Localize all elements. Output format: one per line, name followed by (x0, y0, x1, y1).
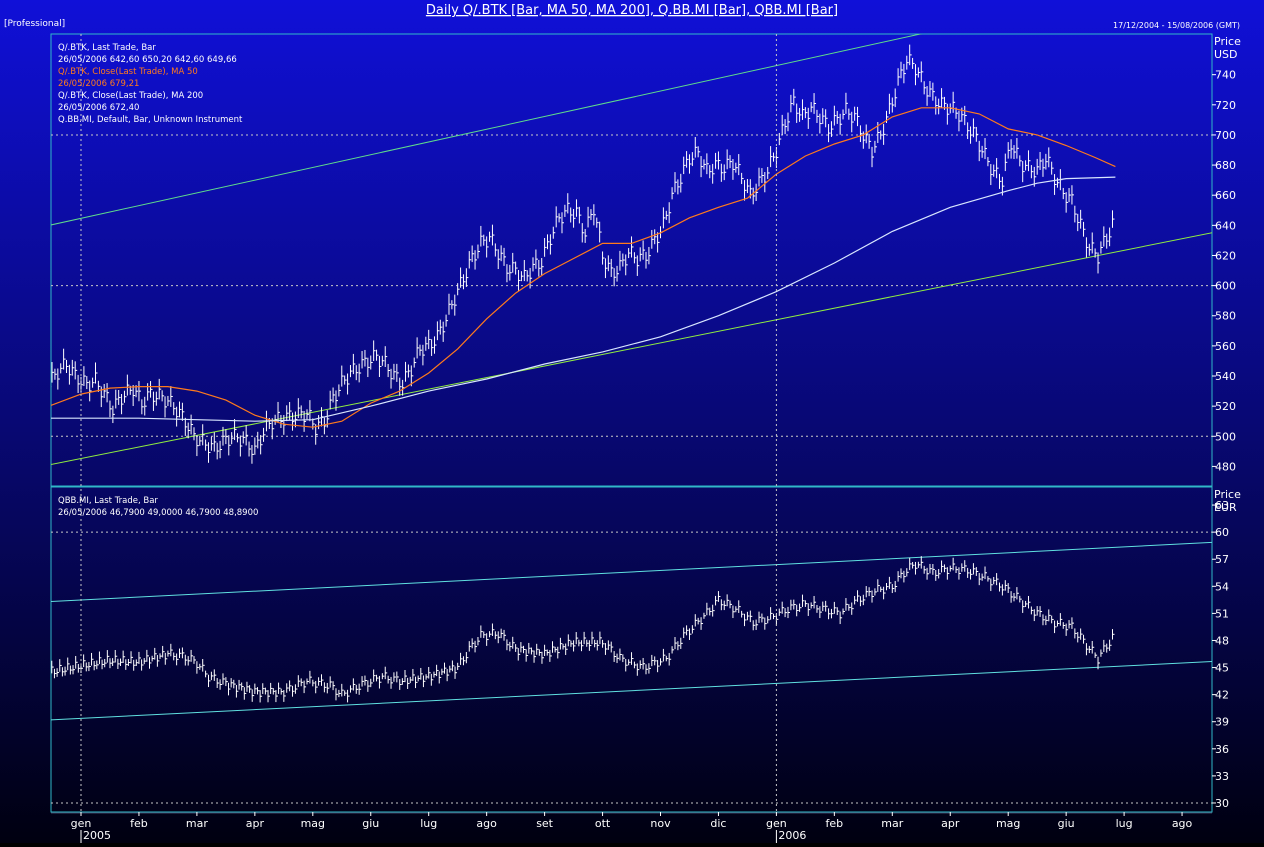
x-tick-label: apr (941, 817, 960, 830)
upper-legend-line: Q.BB.MI, Default, Bar, Unknown Instrumen… (58, 115, 243, 125)
upper-axis-title: USD (1214, 48, 1238, 61)
upper-legend-line: 26/05/2006 642,60 650,20 642,60 649,66 (58, 55, 237, 65)
lower-y-tick-label: 33 (1215, 770, 1229, 783)
upper-y-tick-label: 660 (1215, 189, 1236, 202)
x-tick-label: lug (420, 817, 437, 830)
lower-y-tick-label: 42 (1215, 689, 1229, 702)
professional-badge: [Professional] (4, 19, 65, 29)
upper-y-tick-label: 680 (1215, 159, 1236, 172)
x-tick-label: apr (246, 817, 265, 830)
lower-legend-line: QBB.MI, Last Trade, Bar (58, 496, 158, 506)
x-tick-label: mag (301, 817, 325, 830)
x-tick-label: feb (826, 817, 844, 830)
upper-panel-frame (50, 33, 1213, 487)
upper-y-tick-label: 600 (1215, 280, 1236, 293)
upper-y-tick-label: 520 (1215, 400, 1236, 413)
x-tick-label: set (536, 817, 553, 830)
upper-legend-line: Q/.BTK, Close(Last Trade), MA 50 (58, 67, 198, 77)
x-tick-label: mar (881, 817, 903, 830)
lower-axis-title: Price (1214, 488, 1241, 501)
lower-y-tick-label: 57 (1215, 553, 1229, 566)
lower-trendline (51, 541, 1212, 603)
x-tick-label: gen (766, 817, 787, 830)
lower-y-tick-label: 48 (1215, 634, 1229, 647)
ma50-line (51, 107, 1116, 428)
x-tick-label: ago (1172, 817, 1193, 830)
upper-y-tick-label: 740 (1215, 69, 1236, 82)
upper-y-tick-label: 560 (1215, 340, 1236, 353)
lower-y-tick-label: 63 (1215, 499, 1229, 512)
upper-trendline (51, 232, 1212, 466)
x-tick-label: feb (130, 817, 148, 830)
lower-legend-line: 26/05/2006 46,7900 49,0000 46,7900 48,89… (58, 508, 258, 518)
upper-legend-line: 26/05/2006 679,21 (58, 79, 139, 89)
x-tick-label: giu (362, 817, 379, 830)
x-tick-label: lug (1116, 817, 1133, 830)
lower-trendline (51, 661, 1212, 721)
lower-y-tick-label: 30 (1215, 797, 1229, 810)
lower-axis-title: EUR (1214, 501, 1237, 514)
upper-axis-title: Price (1214, 35, 1241, 48)
x-tick-label: mag (996, 817, 1020, 830)
upper-y-tick-label: 620 (1215, 249, 1236, 262)
upper-y-tick-label: 540 (1215, 370, 1236, 383)
upper-y-tick-label: 700 (1215, 129, 1236, 142)
upper-y-tick-label: 580 (1215, 310, 1236, 323)
chart-title: Daily Q/.BTK [Bar, MA 50, MA 200], Q.BB.… (426, 3, 838, 18)
lower-panel-frame (50, 486, 1213, 813)
upper-y-tick-label: 480 (1215, 460, 1236, 473)
upper-legend-line: Q/.BTK, Last Trade, Bar (58, 43, 156, 53)
year-label: 2005 (83, 829, 111, 842)
lower-y-tick-label: 54 (1215, 580, 1229, 593)
x-tick-label: ott (595, 817, 611, 830)
x-tick-label: mar (186, 817, 208, 830)
ma200-line (51, 176, 1116, 422)
x-tick-label: giu (1058, 817, 1075, 830)
lower-y-tick-label: 45 (1215, 662, 1229, 675)
date-range: 17/12/2004 - 15/08/2006 (GMT) (1113, 21, 1240, 30)
upper-legend-line: Q/.BTK, Close(Last Trade), MA 200 (58, 91, 203, 101)
lower-y-tick-label: 39 (1215, 716, 1229, 729)
upper-y-tick-label: 640 (1215, 219, 1236, 232)
x-tick-label: dic (710, 817, 726, 830)
upper-y-tick-label: 720 (1215, 99, 1236, 112)
lower-y-tick-label: 51 (1215, 607, 1229, 620)
upper-legend-line: 26/05/2006 672,40 (58, 103, 139, 113)
x-tick-label: ago (476, 817, 497, 830)
year-label: 2006 (778, 829, 806, 842)
x-tick-label: nov (650, 817, 671, 830)
lower-y-tick-label: 60 (1215, 526, 1229, 539)
x-tick-label: gen (71, 817, 92, 830)
upper-trendline (51, 34, 923, 226)
lower-y-tick-label: 36 (1215, 743, 1229, 756)
upper-y-tick-label: 500 (1215, 430, 1236, 443)
